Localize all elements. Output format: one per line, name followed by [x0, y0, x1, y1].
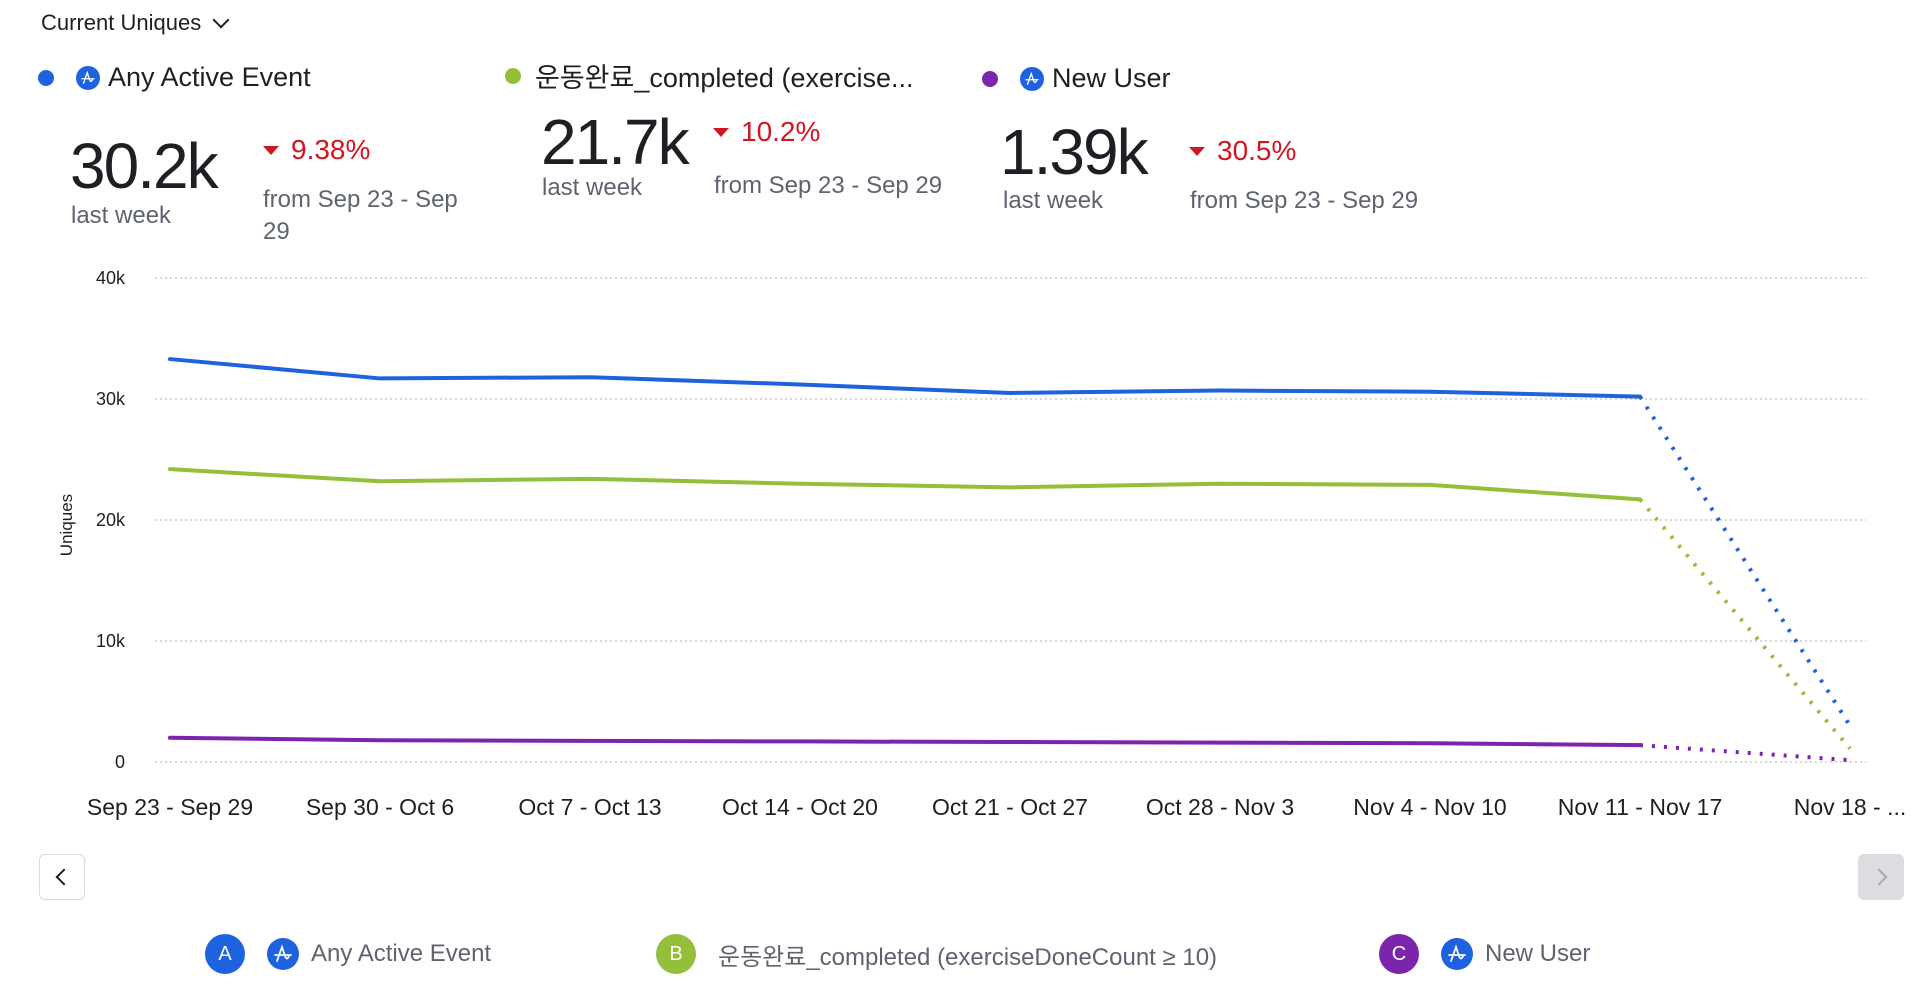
x-tick-label: Nov 18 - ... [1794, 794, 1906, 820]
series-line-incomplete [1639, 743, 1851, 763]
metric-card-exercise-completed: 운동완료_completed (exercise... 21.7k last w… [505, 56, 965, 216]
metric-title: New User [1052, 63, 1171, 93]
metric-value: 30.2k [70, 130, 219, 202]
chart-prev-button[interactable] [39, 854, 85, 900]
down-triangle-icon [263, 145, 279, 155]
metric-value-label: last week [542, 174, 643, 201]
x-tick-label: Nov 4 - Nov 10 [1353, 794, 1506, 820]
metric-delta-compare: from Sep 23 - Sep 29 [1190, 187, 1419, 214]
metric-delta: 30.5% [1189, 135, 1296, 167]
metric-selector-label: Current Uniques [41, 10, 202, 35]
series-color-dot [505, 67, 521, 84]
legend-badge: A [205, 934, 245, 974]
series-line-complete [168, 735, 1642, 748]
amplitude-app-icon [267, 938, 299, 970]
metric-title-row: Any Active Event [38, 62, 478, 93]
metric-delta: 10.2% [713, 116, 820, 148]
legend-label: New User [1485, 940, 1591, 967]
x-tick-label: Oct 21 - Oct 27 [932, 794, 1088, 820]
series-3 [168, 735, 1851, 763]
y-tick-label: 40k [96, 268, 126, 288]
metric-title-row: 운동완료_completed (exercise... [505, 56, 965, 95]
down-triangle-icon [713, 127, 729, 137]
metric-value: 21.7k [541, 106, 690, 178]
legend-item-a[interactable]: A Any Active Event [205, 934, 491, 974]
y-tick-label: 20k [96, 510, 126, 530]
series-line-complete [168, 467, 1642, 502]
x-tick-label: Sep 30 - Oct 6 [306, 794, 454, 820]
amplitude-app-icon [76, 65, 100, 90]
y-axis-ticks: 0 10k 20k 30k 40k [96, 268, 126, 772]
metric-card-new-user: New User 1.39k last week 30.5% from Sep … [982, 63, 1442, 233]
legend-badge: C [1379, 934, 1419, 974]
y-tick-label: 10k [96, 631, 126, 651]
y-tick-label: 30k [96, 389, 126, 409]
x-tick-label: Nov 11 - Nov 17 [1558, 794, 1722, 820]
y-tick-label: 0 [115, 752, 125, 772]
x-axis-ticks: Sep 23 - Sep 29 Sep 30 - Oct 6 Oct 7 - Oct… [87, 794, 1906, 820]
metric-delta-value: 30.5% [1217, 135, 1297, 166]
x-tick-label: Sep 23 - Sep 29 [87, 794, 253, 820]
series-2 [168, 467, 1852, 750]
metric-delta-value: 10.2% [741, 116, 821, 147]
legend-item-c[interactable]: C New User [1379, 934, 1590, 974]
series-line-complete [168, 357, 1642, 399]
amplitude-app-icon [1441, 938, 1473, 970]
x-tick-label: Oct 28 - Nov 3 [1146, 794, 1294, 820]
metric-title: Any Active Event [108, 62, 311, 92]
metric-value-label: last week [1003, 187, 1104, 214]
metric-card-any-active-event: Any Active Event 30.2k last week 9.38% f… [38, 62, 478, 252]
legend-item-b[interactable]: B 운동완료_completed (exerciseDoneCount ≥ 10… [656, 934, 1217, 974]
chart-next-button[interactable] [1858, 854, 1904, 900]
metric-title-row: New User [982, 63, 1442, 94]
series-color-dot [982, 70, 998, 87]
metric-value: 1.39k [1000, 116, 1149, 188]
metric-delta: 9.38% [263, 134, 370, 166]
metric-selector-dropdown[interactable]: Current Uniques [41, 10, 230, 36]
series-1 [168, 357, 1852, 727]
y-axis-label: Uniques [57, 494, 76, 556]
legend-label: 운동완료_completed (exerciseDoneCount ≥ 10) [718, 943, 1218, 971]
series-color-dot [38, 69, 54, 86]
legend-badge: B [656, 934, 696, 974]
x-tick-label: Oct 14 - Oct 20 [722, 794, 878, 820]
chevron-down-icon [212, 11, 230, 29]
down-triangle-icon [1189, 146, 1205, 156]
series-lines [168, 357, 1852, 763]
metric-title: 운동완료_completed (exercise... [535, 63, 914, 93]
metric-delta-compare: from Sep 23 - Sep 29 [263, 186, 458, 245]
series-line-incomplete [1638, 395, 1852, 727]
metric-value-label: last week [71, 202, 172, 229]
x-tick-label: Oct 7 - Oct 13 [518, 794, 661, 820]
metric-delta-value: 9.38% [291, 134, 371, 165]
series-line-incomplete [1638, 498, 1852, 750]
metric-delta-compare: from Sep 23 - Sep 29 [714, 172, 943, 199]
chevron-right-icon [1870, 868, 1888, 886]
chevron-left-icon [55, 868, 73, 886]
grid-lines [155, 277, 1866, 763]
amplitude-app-icon [1020, 66, 1044, 91]
legend-label: Any Active Event [311, 940, 492, 967]
